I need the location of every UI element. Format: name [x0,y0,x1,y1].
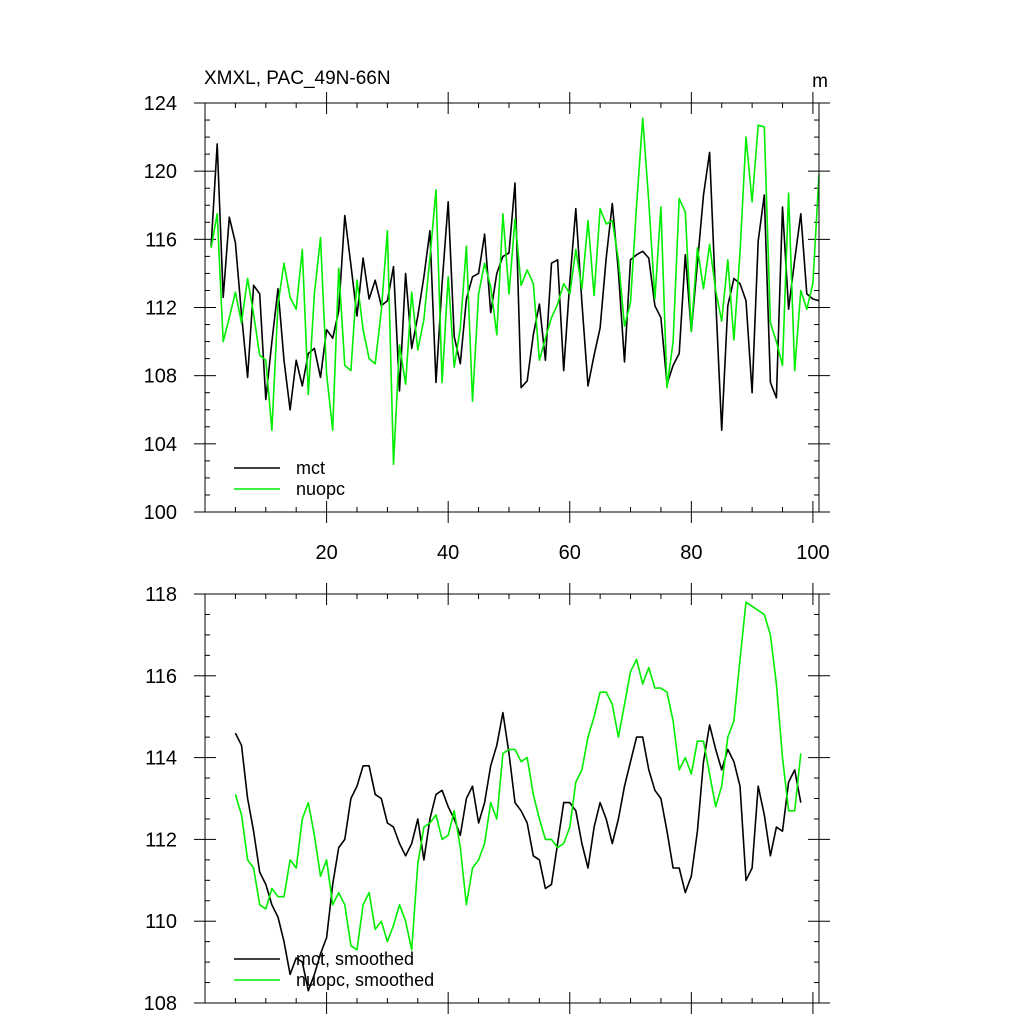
legend-label: mct [296,458,325,478]
x-tick-label: 40 [437,542,459,564]
series-line-mct-smoothed [234,711,802,992]
y-tick-label: 120 [144,161,177,183]
y-tick-label: 108 [144,993,177,1015]
y-tick-label: 116 [145,229,177,251]
series-line-mct [210,143,820,432]
y-tick-label: 112 [145,829,177,851]
legend-label: nuopc, smoothed [296,970,434,990]
top-chart-units: m [812,71,828,92]
y-tick-label: 100 [144,502,177,524]
x-tick-label: 60 [559,542,581,564]
bottom-series-lines [234,601,802,992]
y-tick-label: 108 [144,366,177,388]
bottom-plot-frame [204,593,820,1004]
y-tick-label: 114 [145,748,177,770]
top-series-lines [210,117,820,466]
legend-label: mct, smoothed [296,949,414,969]
y-tick-label: 112 [145,298,177,320]
top-chart-panel: XMXL, PAC_49N-66N m 100 104 108 112 116 120 12… [144,68,830,564]
series-line-nuopc-smoothed [234,601,802,951]
x-tick-label: 80 [680,542,702,564]
y-tick-label: 110 [145,911,177,933]
top-plot-frame [204,102,820,513]
top-chart-title: XMXL, PAC_49N-66N [204,68,391,89]
y-tick-label: 124 [144,93,177,115]
top-minor-ticks [205,103,819,512]
legend-label: nuopc [296,479,345,499]
top-axis-ticks: 100 104 108 112 116 120 124 20 40 60 80 100 [144,92,830,564]
bottom-axis-ticks: 108 110 112 114 116 118 [144,583,830,1015]
bottom-minor-ticks [205,594,819,1003]
y-tick-label: 118 [145,584,177,606]
x-tick-label: 100 [796,542,829,564]
y-tick-label: 104 [144,434,177,456]
series-line-nuopc [210,117,820,466]
y-tick-label: 116 [145,666,177,688]
x-tick-label: 20 [315,542,337,564]
